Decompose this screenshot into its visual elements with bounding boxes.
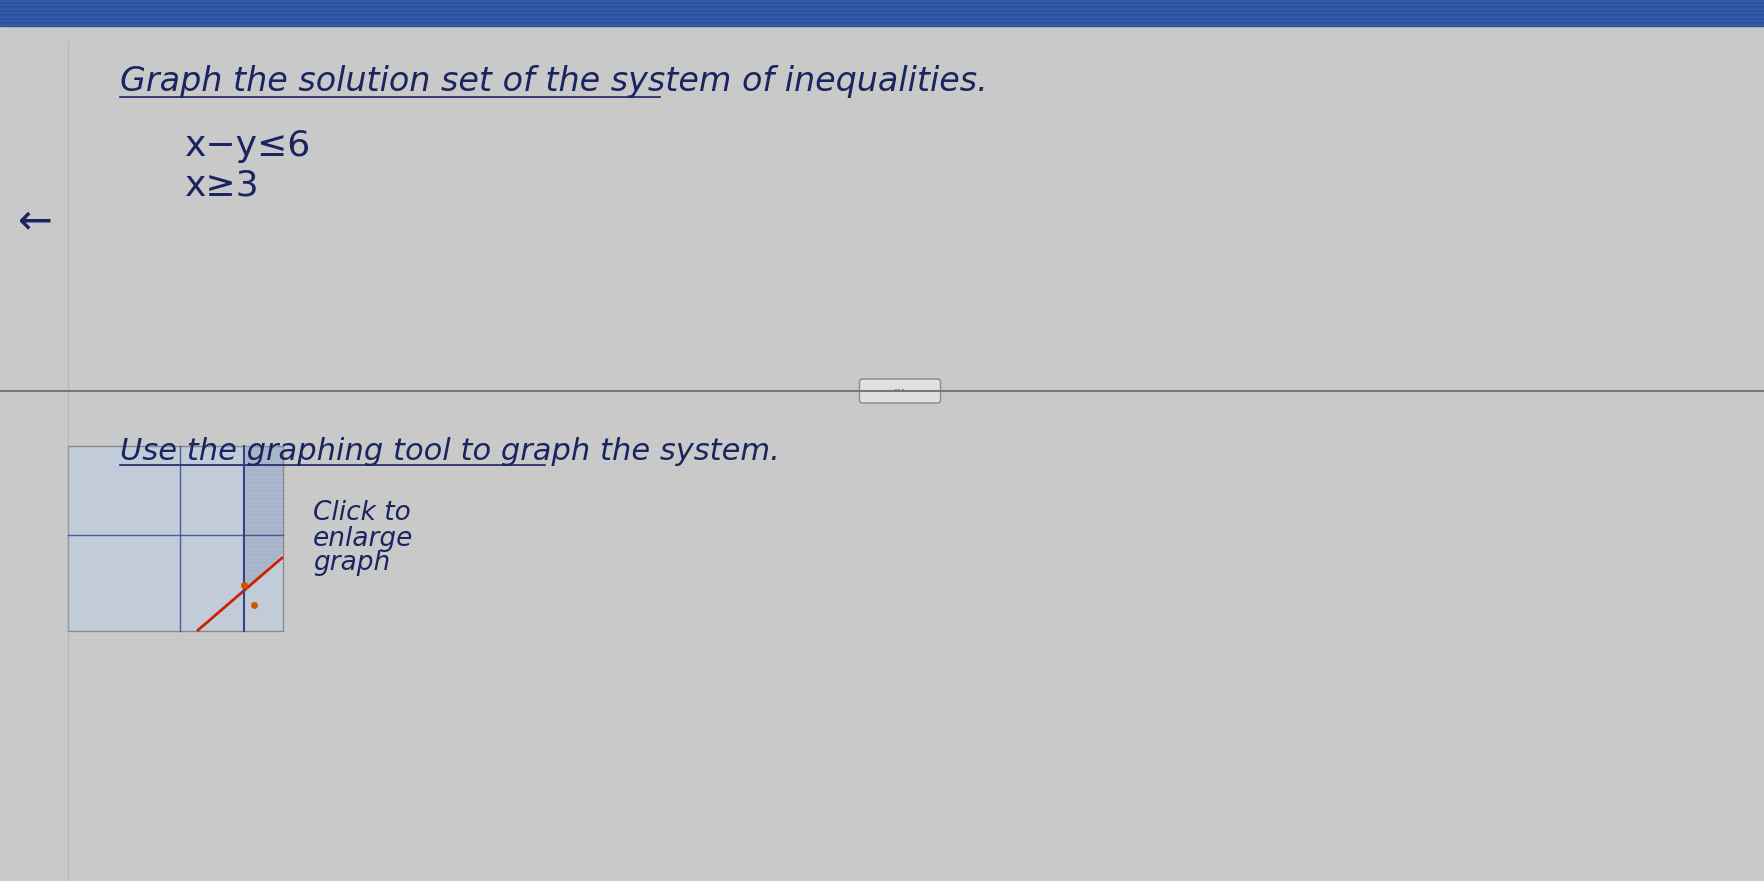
Text: enlarge: enlarge: [312, 525, 413, 552]
Text: graph: graph: [312, 551, 390, 576]
Text: Use the graphing tool to graph the system.: Use the graphing tool to graph the syste…: [120, 436, 780, 465]
FancyBboxPatch shape: [859, 379, 940, 403]
Text: x−y≤6: x−y≤6: [185, 129, 310, 163]
Polygon shape: [243, 446, 282, 590]
Text: x≥3: x≥3: [185, 169, 259, 203]
Text: Graph the solution set of the system of inequalities.: Graph the solution set of the system of …: [120, 64, 988, 98]
Text: ←: ←: [18, 200, 53, 242]
Text: ···: ···: [894, 384, 905, 397]
Bar: [69, 446, 282, 631]
Bar: [0, 0, 1764, 26]
Text: Click to: Click to: [312, 500, 411, 527]
